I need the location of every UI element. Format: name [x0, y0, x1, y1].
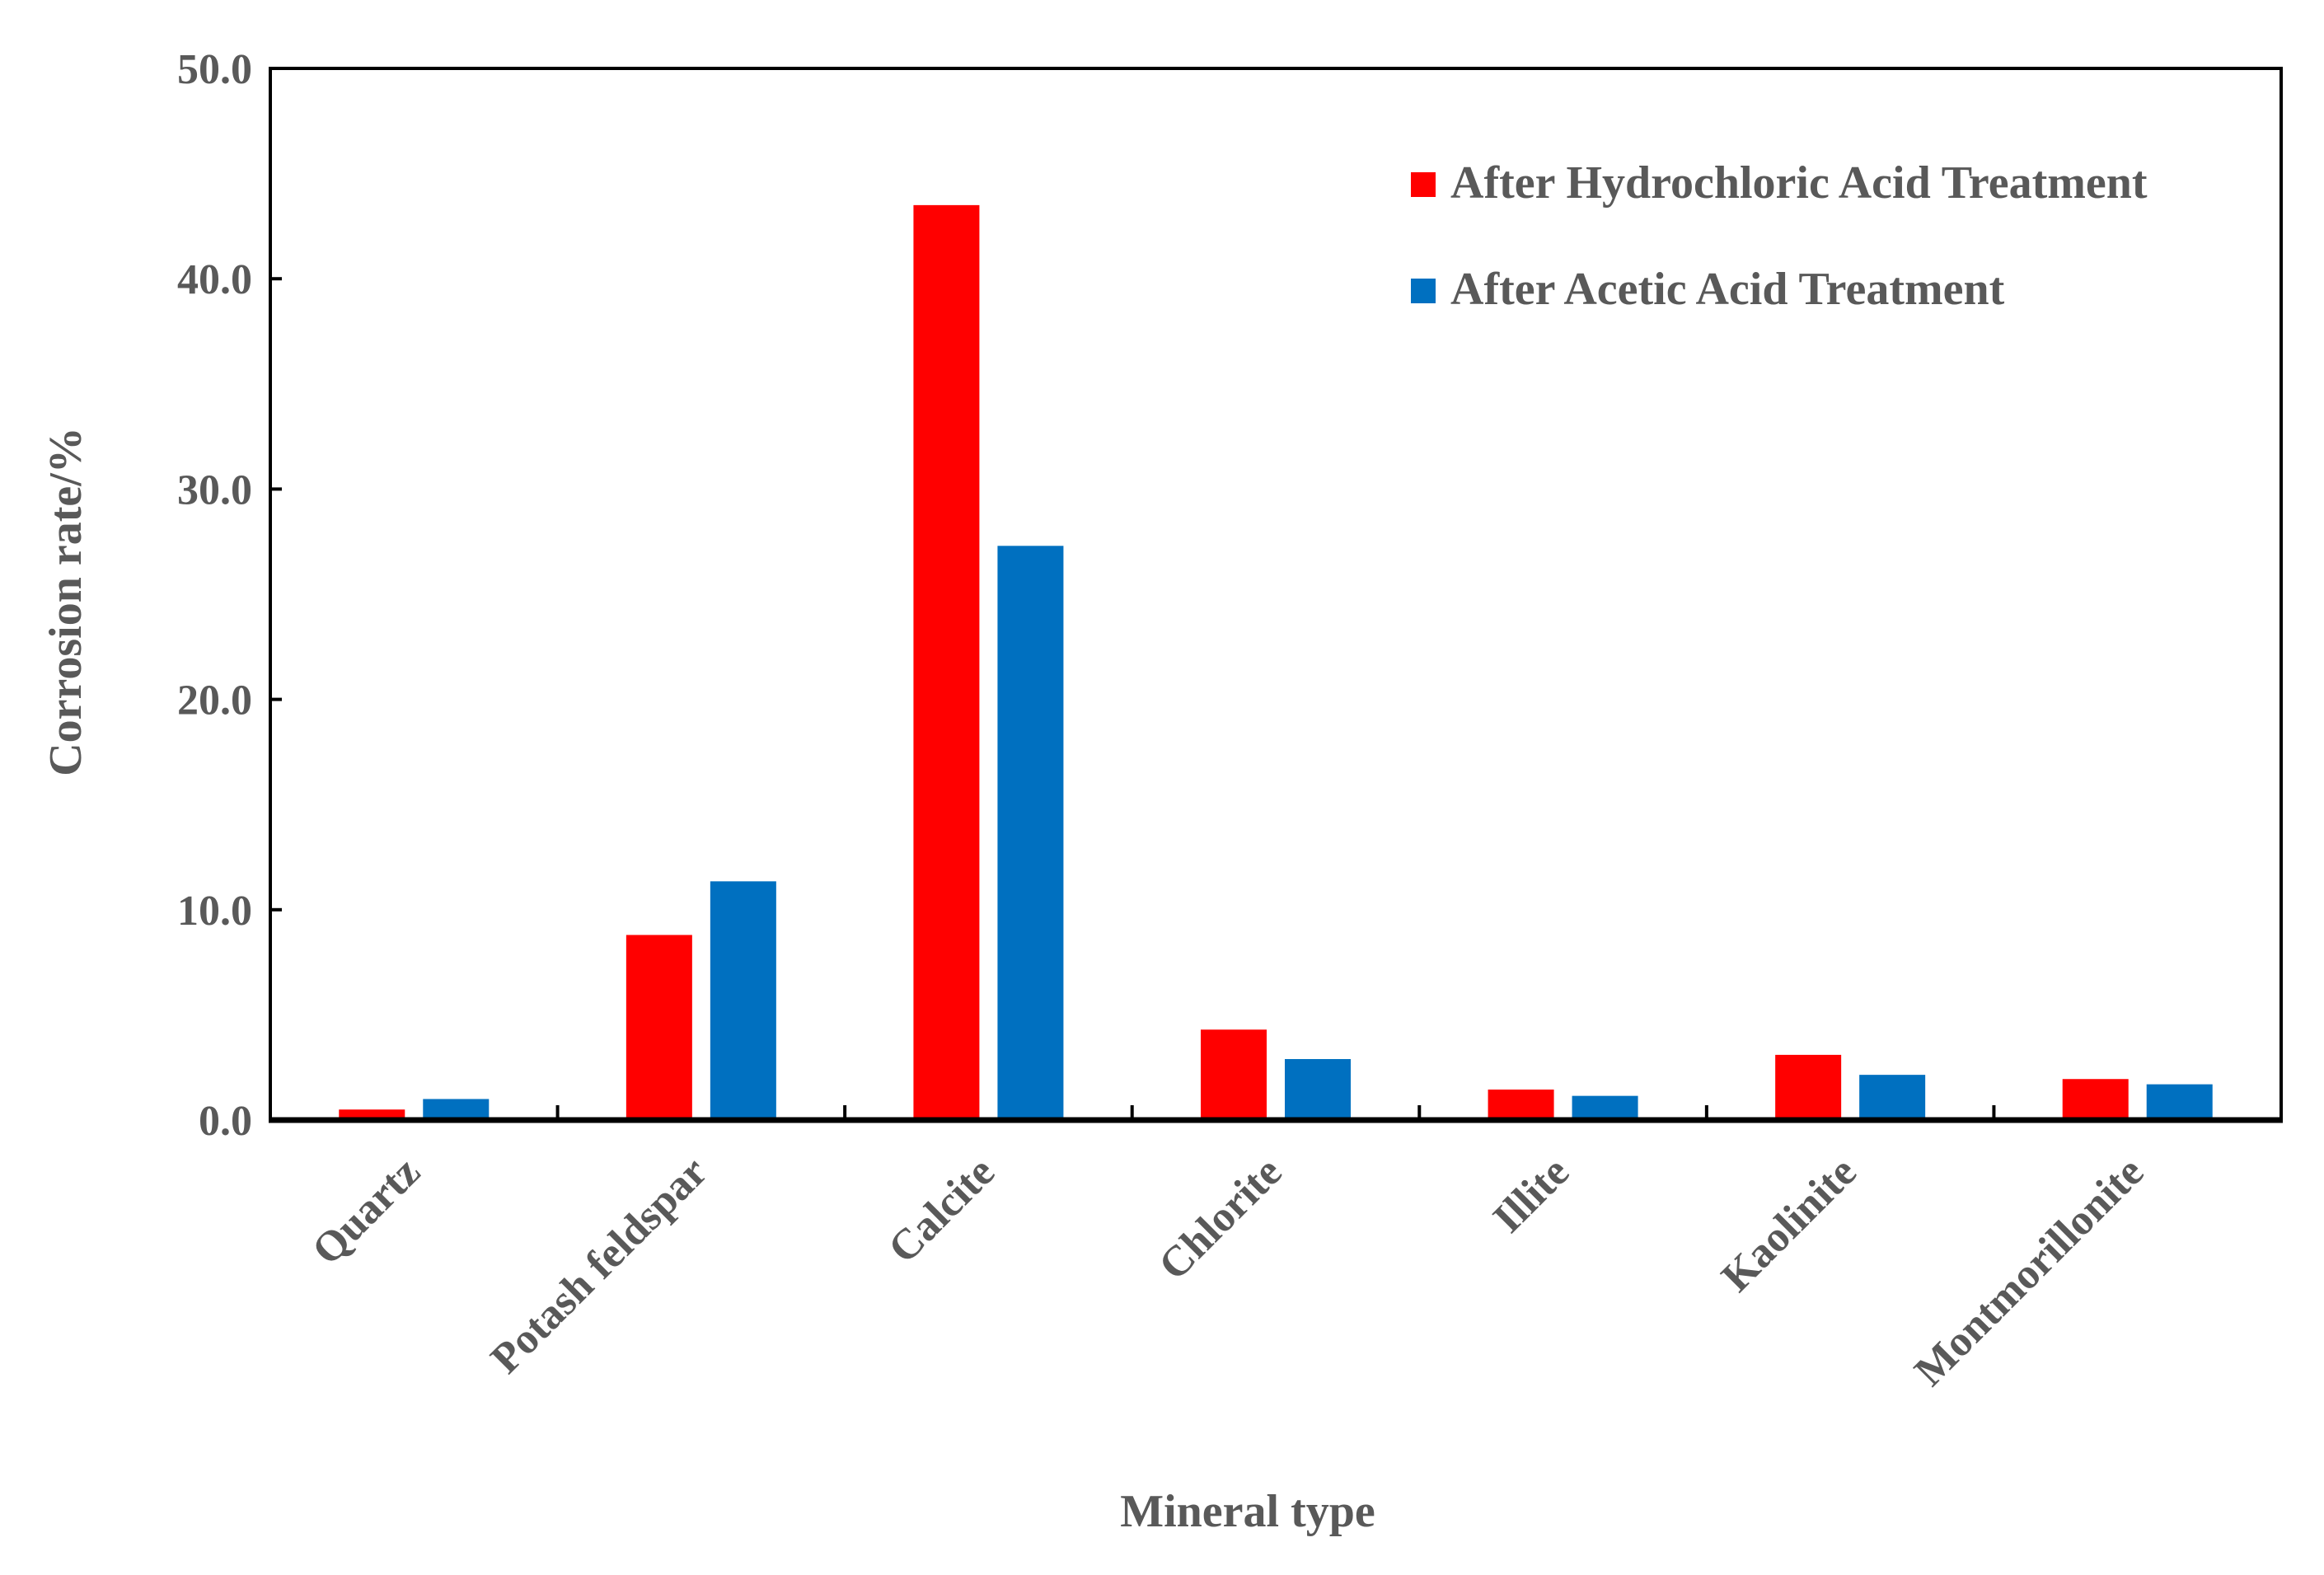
bar-hcl-kaolinite: [1775, 1054, 1842, 1120]
bar-acetic-illite: [1572, 1095, 1638, 1120]
y-tick-label: 20.0: [177, 677, 252, 724]
bar-hcl-calcite: [913, 204, 980, 1120]
plot-frame: [269, 67, 2283, 1122]
x-axis-label: Mineral type: [1120, 1486, 1375, 1537]
bar-acetic-calcite: [997, 546, 1064, 1120]
y-tick-label: 50.0: [177, 46, 252, 93]
ticks-layer: 0.0 10.0 20.0 30.0 40.0 50.0 Quartz Potash feld…: [177, 46, 2153, 1395]
bar-acetic-quartz: [423, 1099, 490, 1120]
legend-swatch-hcl: [1411, 172, 1436, 197]
y-tick-label: 30.0: [177, 466, 252, 513]
bar-hcl-illite: [1488, 1089, 1554, 1120]
y-axis-label: Corrosion rate/%: [40, 427, 91, 776]
x-tick-label: Calcite: [879, 1148, 1004, 1273]
x-tick-label: Montmorillonite: [1906, 1148, 2153, 1395]
bar-acetic-kaolinite: [1859, 1075, 1926, 1120]
legend-swatch-acetic: [1411, 279, 1436, 303]
bar-hcl-montmorillonite: [2062, 1079, 2129, 1120]
x-tick-label: Quartz: [303, 1148, 429, 1274]
legend: After Hydrochloric Acid Treatment After …: [1411, 157, 2148, 315]
x-tick-label: Kaolinite: [1713, 1148, 1865, 1301]
x-tick-label: Chlorite: [1150, 1148, 1291, 1289]
y-tick-label: 40.0: [177, 256, 252, 303]
bars-layer: [339, 204, 2213, 1120]
legend-label-hcl: After Hydrochloric Acid Treatment: [1450, 157, 2148, 209]
y-tick-label: 0.0: [199, 1098, 252, 1145]
y-tick-label: 10.0: [177, 888, 252, 935]
bar-acetic-chlorite: [1285, 1058, 1351, 1120]
bar-hcl-chlorite: [1201, 1029, 1267, 1120]
bar-acetic-montmorillonite: [2146, 1084, 2213, 1120]
legend-label-acetic: After Acetic Acid Treatment: [1450, 264, 2005, 315]
x-tick-label: Potash feldspar: [482, 1148, 716, 1382]
bar-hcl-potash-feldspar: [626, 935, 692, 1120]
bar-acetic-potash-feldspar: [710, 881, 776, 1120]
x-tick-label: Illite: [1484, 1148, 1578, 1242]
